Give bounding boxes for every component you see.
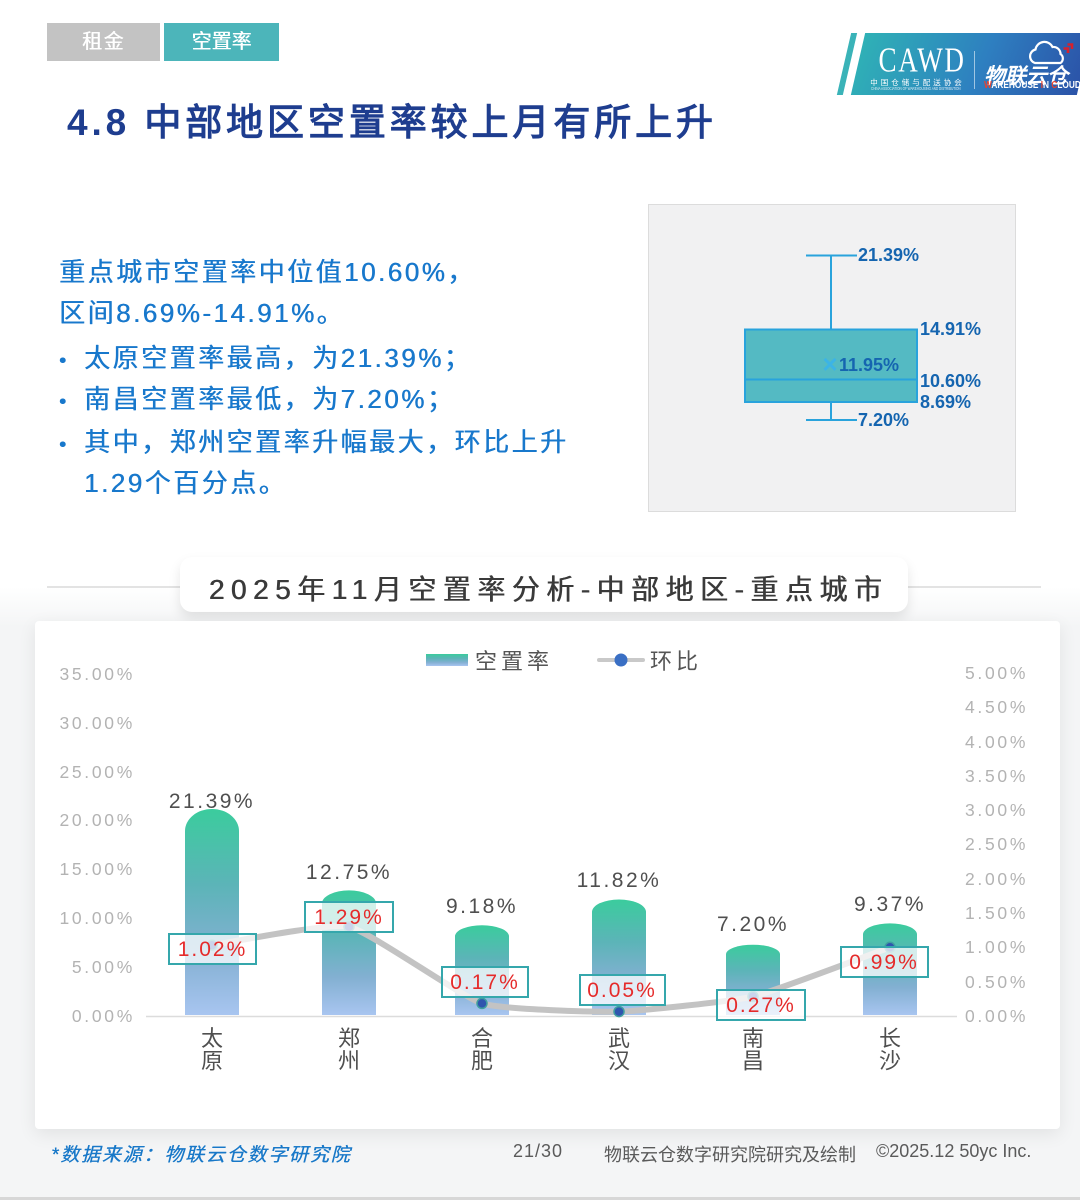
svg-text:4.00%: 4.00% (965, 732, 1028, 752)
svg-text:1.02%: 1.02% (178, 938, 248, 961)
svg-text:州: 州 (338, 1049, 360, 1074)
svg-text:11.82%: 11.82% (577, 869, 662, 892)
svg-text:0.50%: 0.50% (965, 972, 1028, 992)
svg-text:太: 太 (201, 1026, 223, 1051)
svg-text:长: 长 (879, 1026, 901, 1051)
svg-text:原: 原 (201, 1049, 223, 1074)
svg-text:35.00%: 35.00% (59, 664, 135, 684)
svg-text:7.20%: 7.20% (717, 913, 789, 936)
svg-text:9.18%: 9.18% (446, 895, 518, 918)
svg-text:0.17%: 0.17% (450, 971, 520, 994)
svg-text:5.00%: 5.00% (965, 663, 1028, 683)
svg-text:3.50%: 3.50% (965, 766, 1028, 786)
svg-text:14.91%: 14.91% (920, 319, 981, 339)
svg-text:15.00%: 15.00% (59, 859, 135, 879)
svg-text:合: 合 (471, 1026, 493, 1051)
svg-text:0.00%: 0.00% (965, 1006, 1028, 1026)
svg-text:0.05%: 0.05% (587, 979, 657, 1002)
svg-text:1.29%: 1.29% (314, 906, 384, 929)
svg-text:5.00%: 5.00% (72, 957, 135, 977)
svg-text:南: 南 (742, 1026, 764, 1051)
svg-text:2.50%: 2.50% (965, 834, 1028, 854)
svg-text:郑: 郑 (338, 1026, 360, 1051)
svg-text:12.75%: 12.75% (306, 861, 392, 884)
svg-text:1.50%: 1.50% (965, 903, 1028, 923)
svg-text:0.00%: 0.00% (72, 1006, 135, 1026)
svg-text:汉: 汉 (608, 1049, 630, 1074)
svg-text:11.95%: 11.95% (839, 355, 899, 375)
svg-text:9.37%: 9.37% (854, 893, 926, 916)
svg-text:0.27%: 0.27% (726, 994, 796, 1017)
svg-text:3.00%: 3.00% (965, 800, 1028, 820)
svg-text:30.00%: 30.00% (59, 713, 135, 733)
svg-text:昌: 昌 (742, 1049, 764, 1074)
svg-text:4.50%: 4.50% (965, 697, 1028, 717)
svg-text:25.00%: 25.00% (59, 762, 135, 782)
svg-text:8.69%: 8.69% (920, 392, 971, 412)
svg-text:2.00%: 2.00% (965, 869, 1028, 889)
svg-text:21.39%: 21.39% (169, 790, 255, 813)
svg-text:武: 武 (608, 1026, 630, 1051)
svg-text:环比: 环比 (650, 649, 702, 674)
svg-text:20.00%: 20.00% (59, 810, 135, 830)
svg-text:7.20%: 7.20% (858, 410, 909, 430)
svg-text:×: × (822, 349, 837, 379)
svg-text:1.00%: 1.00% (965, 937, 1028, 957)
svg-text:10.60%: 10.60% (920, 371, 981, 391)
svg-text:21.39%: 21.39% (858, 245, 919, 265)
svg-text:空置率: 空置率 (475, 649, 553, 674)
svg-text:0.99%: 0.99% (849, 951, 919, 974)
svg-text:沙: 沙 (879, 1049, 901, 1074)
svg-text:肥: 肥 (471, 1049, 493, 1074)
svg-text:10.00%: 10.00% (59, 908, 135, 928)
